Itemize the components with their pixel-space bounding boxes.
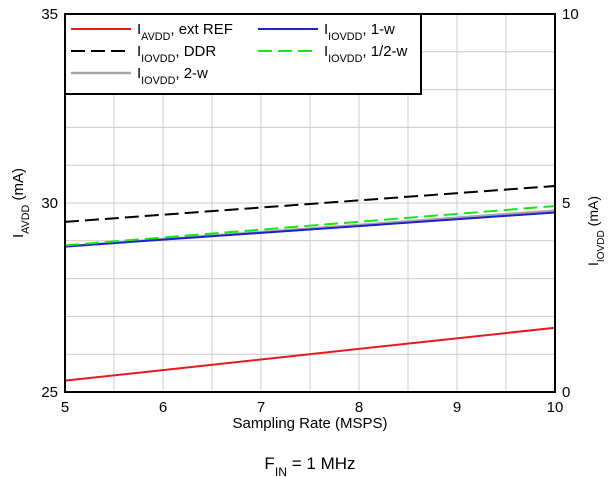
legend-box [64,13,422,95]
y-axis-label-sub: AVDD [20,204,32,233]
legend-label-4-main: I [324,43,328,60]
caption: FIN = 1 MHz [264,454,355,477]
y-axis-label-rest: (mA) [10,168,27,205]
y-tick-label: 25 [41,384,58,401]
x-tick-label: 9 [453,399,461,416]
x-axis-label: Sampling Rate (MSPS) [232,415,387,432]
y2-tick-label: 0 [562,384,570,401]
series-line-3 [64,211,556,248]
legend-label-1-main: I [137,43,141,60]
chart-caption-sub: IN [275,465,287,477]
legend-label-0: IAVDD, ext REF [137,21,233,43]
legend-label-4: IIOVDD, 1/2-w [324,43,408,65]
legend-label-4-rest: , 1/2-w [362,43,407,60]
legend-label-3: IIOVDD, 1-w [324,21,395,43]
axis-labels: Sampling Rate (MSPS)IAVDD (mA)IIOVDD (mA… [10,168,607,432]
chart-caption: FIN = 1 MHz [264,454,355,477]
y2-axis-label-sub: IOVDD [596,230,607,262]
y-axis-label-main: I [10,234,27,238]
series-lines [64,184,556,382]
chart-caption-main: F [264,454,274,473]
legend-label-3-rest: , 1-w [362,21,395,38]
legend-label-2-rest: , 2-w [175,65,208,82]
y-axis-label: IAVDD (mA) [10,168,32,238]
tick-labels: 5 6 7 8 9 10 25 30 35 0 5 10 [41,6,578,416]
legend-label-2-sub: IOVDD [141,75,175,87]
legend-label-0-sub: AVDD [141,31,170,43]
y2-axis-label-main: I [585,262,601,266]
y2-tick-label: 10 [562,6,579,23]
x-tick-label: 6 [159,399,167,416]
series-line-0 [64,326,556,382]
series-line-1 [64,184,556,223]
legend-label-1-sub: IOVDD [141,53,175,65]
y2-tick-label: 5 [562,195,570,212]
y-tick-label: 30 [41,195,58,212]
x-tick-label: 10 [547,399,564,416]
series-line-4 [64,205,556,247]
x-tick-label: 8 [355,399,363,416]
legend-label-0-rest: , ext REF [170,21,233,38]
legend-label-3-main: I [324,21,328,38]
y2-axis-label: IIOVDD (mA) [585,196,607,266]
legend-label-2-main: I [137,65,141,82]
x-tick-label: 7 [257,399,265,416]
legend-label-1-rest: , DDR [175,43,216,60]
y-tick-label: 35 [41,6,58,23]
x-tick-label: 5 [61,399,69,416]
legend-label-2: IIOVDD, 2-w [137,65,208,87]
legend-label-1: IIOVDD, DDR [137,43,216,65]
legend-label-0-main: I [137,21,141,38]
legend-label-4-sub: IOVDD [328,53,362,65]
y2-axis-label-rest: (mA) [585,196,601,230]
legend-label-3-sub: IOVDD [328,31,362,43]
chart-caption-rest: = 1 MHz [287,454,356,473]
